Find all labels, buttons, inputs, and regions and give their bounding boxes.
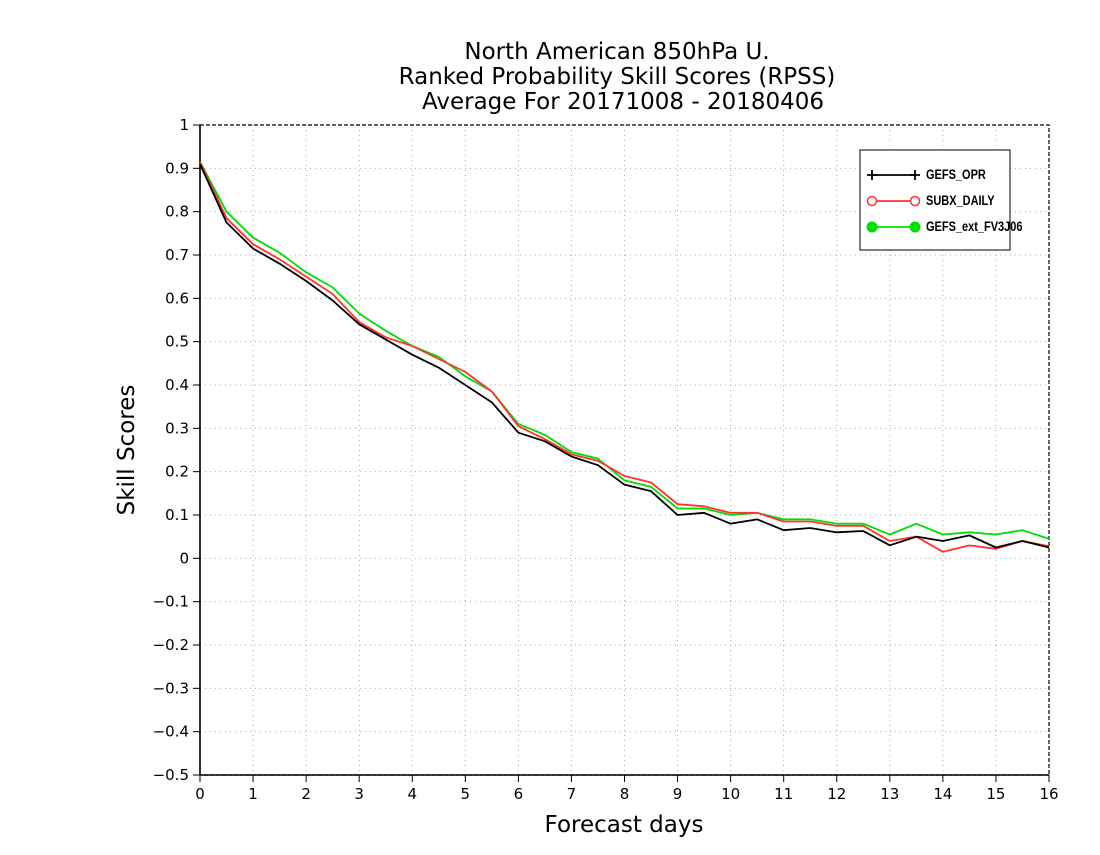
title-line-3: Average For 20171008 - 20180406	[422, 89, 824, 115]
y-tick-label: 0.5	[165, 333, 189, 351]
y-tick-label: 0.6	[165, 289, 189, 307]
x-tick-label: 0	[195, 785, 205, 803]
y-tick-label: 0.9	[165, 159, 189, 177]
x-tick-label: 4	[407, 785, 417, 803]
legend-label: GEFS_OPR	[926, 167, 986, 182]
x-tick-label: 2	[301, 785, 311, 803]
y-tick-label: 0.4	[165, 376, 189, 394]
legend: GEFS_OPR SUBX_DAILY GEFS_ext_FV3J06	[859, 149, 1023, 251]
y-tick-label: 0	[179, 549, 189, 567]
x-tick-label: 16	[1039, 785, 1058, 803]
y-tick-label: 0.8	[165, 203, 189, 221]
title-line-1: North American 850hPa U.	[464, 39, 769, 65]
x-tick-label: 5	[461, 785, 471, 803]
y-axis-title: Skill Scores	[114, 385, 140, 516]
x-tick-label: 12	[827, 785, 846, 803]
axis-layer: −0.5 −0.4 −0.3 −0.2 −0.1 0 0.1 0.2 0.3 0.4 0.5 0.6 0…	[153, 116, 1059, 803]
legend-label: GEFS_ext_FV3J06	[926, 219, 1023, 234]
y-tick-label: 1	[179, 116, 189, 134]
x-tick-label: 13	[880, 785, 899, 803]
legend-marker-filled-circle	[866, 221, 878, 233]
y-tick-label: 0.3	[165, 419, 189, 437]
y-tick-label: −0.4	[153, 723, 189, 741]
y-tick-label: −0.1	[153, 593, 189, 611]
y-tick-label: −0.3	[153, 679, 189, 697]
legend-marker-open-circle	[909, 195, 921, 207]
x-tick-label: 9	[673, 785, 683, 803]
title-line-2: Ranked Probability Skill Scores (RPSS)	[399, 64, 836, 90]
x-tick-label: 7	[567, 785, 577, 803]
legend-label: SUBX_DAILY	[926, 193, 995, 208]
legend-marker-filled-circle	[909, 221, 921, 233]
x-tick-label: 10	[721, 785, 740, 803]
series-line-gefs-opr	[199, 163, 1050, 549]
series-line-subx-daily	[199, 161, 1050, 553]
legend-marker-plus	[867, 170, 877, 180]
y-tick-label: 0.2	[165, 463, 189, 481]
y-tick-label: 0.1	[165, 506, 189, 524]
x-tick-label: 3	[354, 785, 364, 803]
x-tick-label: 14	[933, 785, 952, 803]
x-tick-label: 6	[514, 785, 524, 803]
legend-marker-plus	[910, 170, 920, 180]
chart-title: North American 850hPa U. Ranked Probabil…	[399, 39, 836, 115]
series-layer	[199, 161, 1050, 553]
x-tick-label: 15	[986, 785, 1005, 803]
x-tick-label: 11	[774, 785, 793, 803]
x-axis-title: Forecast days	[545, 812, 704, 838]
x-tick-label: 8	[620, 785, 630, 803]
y-tick-label: −0.5	[153, 766, 189, 784]
legend-box	[859, 149, 1011, 251]
y-tick-label: −0.2	[153, 636, 189, 654]
x-tick-label: 1	[248, 785, 258, 803]
y-tick-label: 0.7	[165, 246, 189, 264]
legend-marker-open-circle	[866, 195, 878, 207]
series-line-gefs-ext-fv3j06	[199, 161, 1050, 540]
grid-layer	[200, 125, 1049, 775]
